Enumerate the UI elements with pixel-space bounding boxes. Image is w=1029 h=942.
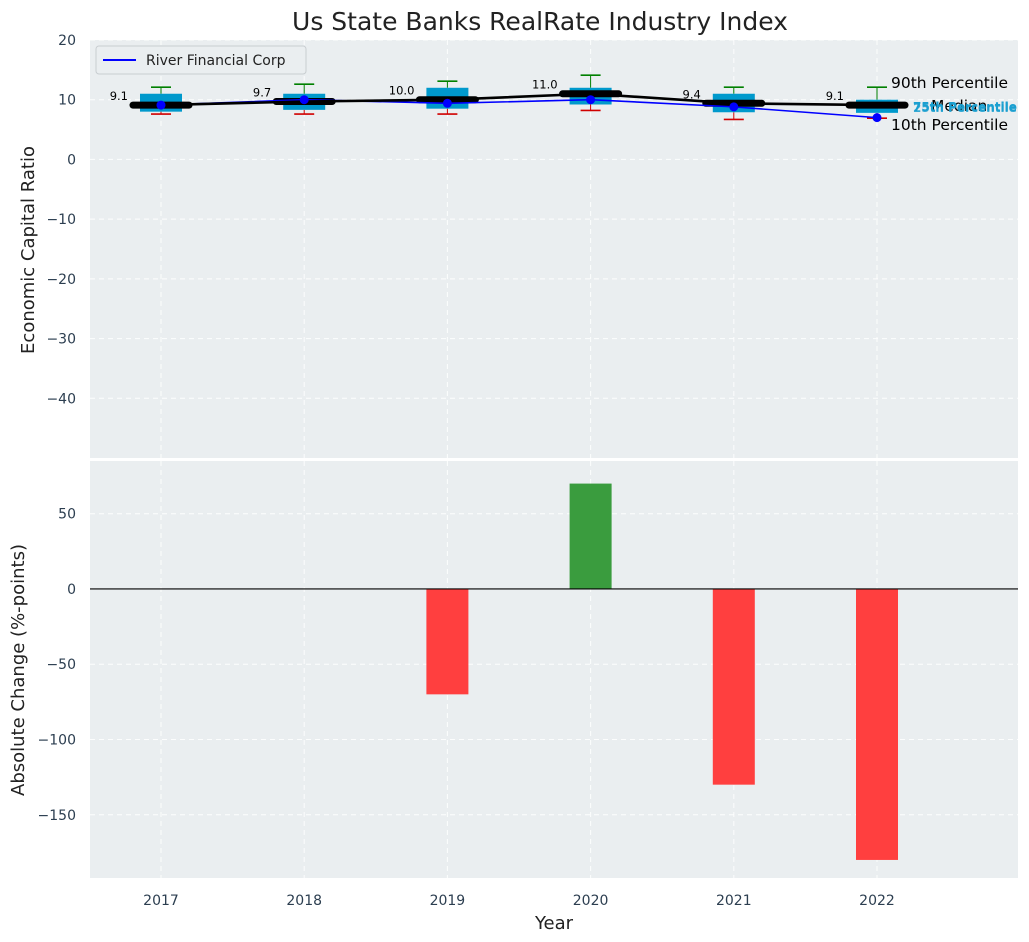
annot-p75: 75th Percentile	[913, 100, 1017, 114]
median-label-2018: 9.7	[253, 86, 271, 100]
annot-p25: 25th Percentile	[913, 101, 1017, 115]
x-axis-label: Year	[534, 913, 574, 934]
company-point-2017	[156, 100, 166, 110]
top-y-tick-label: −20	[46, 272, 76, 288]
legend: River Financial Corp	[95, 45, 307, 75]
top-y-tick-label: 20	[58, 33, 76, 49]
median-label-2019: 10.0	[389, 84, 415, 98]
median-label-2021: 9.4	[683, 87, 701, 101]
median-label-2022: 9.1	[826, 89, 844, 103]
company-point-2019	[442, 98, 452, 108]
series-lines	[156, 92, 882, 123]
x-tick-label-2020: 2020	[573, 893, 609, 909]
legend-label-river: River Financial Corp	[146, 53, 286, 69]
company-point-2022	[872, 113, 882, 123]
annot-p10: 10th Percentile	[891, 116, 1008, 134]
top-y-tick-label: 0	[67, 152, 76, 168]
series-line-river-financial-corp	[160, 98, 878, 119]
bar-2019	[426, 588, 469, 695]
x-tick-label-2022: 2022	[859, 893, 895, 909]
bottom-y-tick-label: −150	[38, 808, 76, 824]
bottom-y-tick-label: −100	[38, 733, 76, 749]
top-gridlines	[90, 39, 1018, 458]
median-label-2020: 11.0	[532, 78, 558, 92]
top-y-tick-labels: 20 10 0 −10 −20 −30 −40	[46, 33, 76, 407]
bar-2022	[856, 588, 898, 860]
top-y-tick-label: −40	[46, 391, 76, 407]
x-tick-label-2021: 2021	[716, 893, 752, 909]
company-point-2020	[586, 95, 596, 105]
annot-p90: 90th Percentile	[891, 74, 1008, 92]
change-bars	[426, 483, 898, 860]
x-tick-labels: 2017 2018 2019 2020 2021 2022	[143, 893, 895, 909]
bar-2020	[569, 483, 612, 589]
x-tick-label-2018: 2018	[286, 893, 322, 909]
bottom-y-tick-label: 0	[67, 582, 76, 598]
annot-median: Median	[931, 97, 987, 115]
bottom-y-tick-label: −50	[46, 657, 76, 673]
x-tick-label-2019: 2019	[430, 893, 466, 909]
top-y-axis-label: Economic Capital Ratio	[18, 146, 39, 354]
bottom-y-axis-label: Absolute Change (%-points)	[8, 544, 29, 796]
bar-2021	[712, 588, 755, 785]
bottom-y-tick-label: 50	[58, 507, 76, 523]
company-point-2018	[299, 95, 309, 105]
x-tick-label-2017: 2017	[143, 893, 179, 909]
top-y-tick-label: 10	[58, 93, 76, 109]
top-y-tick-label: −10	[46, 212, 76, 228]
median-label-2017: 9.1	[110, 89, 128, 103]
legend-box	[95, 45, 307, 75]
series-line-median	[160, 92, 878, 107]
chart-title: Us State Banks RealRate Industry Index	[292, 7, 788, 36]
company-point-2021	[729, 102, 739, 112]
bottom-y-tick-labels: 50 0 −50 −100 −150	[38, 507, 76, 824]
top-y-tick-label: −30	[46, 332, 76, 348]
